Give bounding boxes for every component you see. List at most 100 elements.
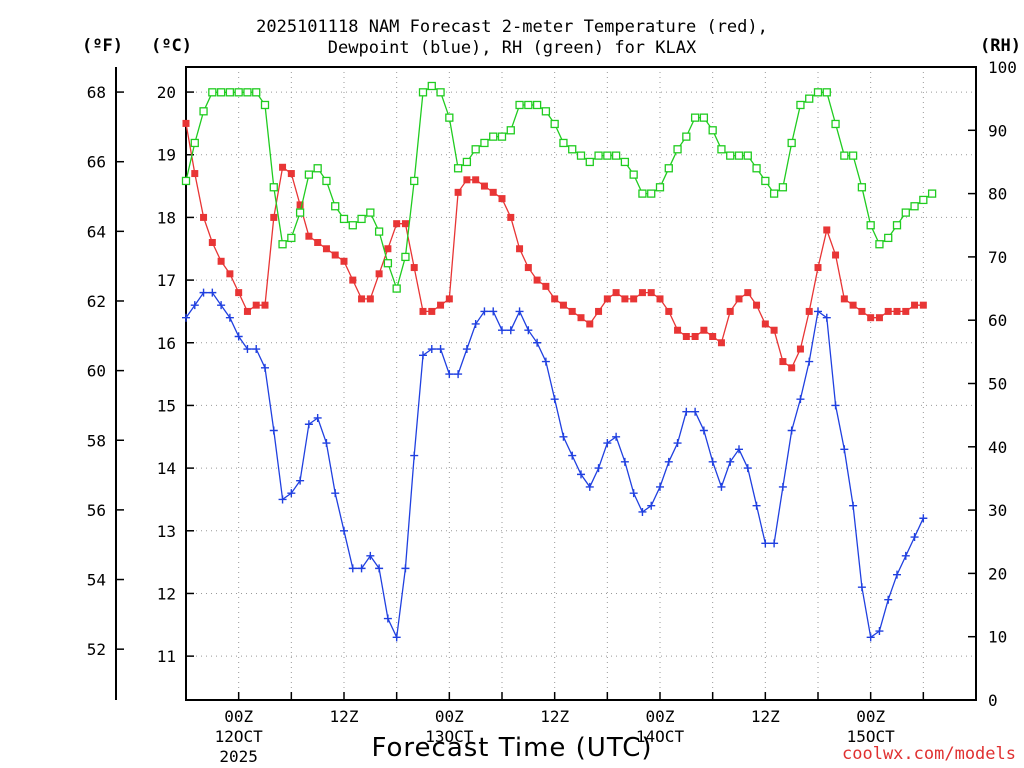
dewpoint-point <box>805 357 814 366</box>
dewpoint-point <box>454 370 463 379</box>
dewpoint-point <box>796 395 805 404</box>
rh-point <box>304 170 314 179</box>
rh-point <box>892 221 902 230</box>
dewpoint-point <box>910 533 919 542</box>
temperature-point <box>296 201 304 209</box>
celsius-tick-label: 16 <box>157 334 176 353</box>
dewpoint-point <box>559 432 568 441</box>
temperature-point <box>647 289 655 297</box>
rh-tick-label: 20 <box>988 564 1007 583</box>
dewpoint-point <box>340 526 348 535</box>
temperature-point <box>770 326 778 334</box>
x-tick-label: 12Z <box>540 707 569 726</box>
rh-point <box>919 195 928 205</box>
dewpoint-point <box>629 489 638 498</box>
dewpoint-point <box>682 407 691 416</box>
temperature-point <box>577 314 585 322</box>
temperature-point <box>559 301 567 309</box>
temperature-point <box>621 295 629 303</box>
temperature-point <box>287 170 295 178</box>
fahrenheit-tick-label: 68 <box>87 83 106 102</box>
dewpoint-point <box>278 495 287 504</box>
temperature-point <box>463 176 471 184</box>
temperature-point <box>480 182 488 190</box>
rh-point <box>910 202 919 211</box>
rh-point <box>366 208 375 217</box>
dewpoint-point <box>743 464 752 473</box>
chart-title-line2: Dewpoint (blue), RH (green) for KLAX <box>327 38 697 58</box>
dewpoint-point <box>656 482 664 491</box>
rh-point <box>647 189 656 198</box>
temperature-point <box>551 295 559 303</box>
temperature-point <box>182 119 190 127</box>
rh-point <box>805 94 814 103</box>
rh-point <box>208 88 217 97</box>
temperature-point <box>612 289 620 297</box>
rh-point <box>848 151 858 160</box>
rh-point <box>866 221 875 230</box>
x-tick-label: 00Z <box>224 707 253 726</box>
rh-point <box>603 151 612 160</box>
rh-point <box>331 202 340 211</box>
temperature-point <box>665 307 673 315</box>
temperature-point <box>384 245 392 253</box>
dewpoint-point <box>357 564 366 573</box>
dewpoint-point <box>269 426 278 435</box>
rh-point <box>515 100 524 110</box>
temperature-point <box>252 301 260 309</box>
dewpoint-point <box>620 457 629 466</box>
rh-point <box>480 138 489 148</box>
dewpoint-point <box>647 501 656 510</box>
rh-point <box>383 259 393 268</box>
dewpoint-point <box>392 633 401 642</box>
temperature-point <box>630 295 638 303</box>
temperature-point <box>498 195 506 203</box>
rh-point <box>453 164 463 173</box>
dewpoint-point <box>577 470 585 479</box>
x-tick-label: 12Z <box>751 707 780 726</box>
temperature-point <box>638 289 646 297</box>
temperature-point <box>533 276 541 284</box>
x-tick-label: 00Z <box>435 707 464 726</box>
temperature-point <box>919 301 927 309</box>
celsius-tick-label: 19 <box>157 146 176 165</box>
temperature-point <box>235 289 243 297</box>
temperature-point <box>358 295 366 303</box>
dewpoint-point <box>225 313 234 322</box>
rh-point <box>313 164 322 173</box>
rh-point <box>927 189 937 198</box>
rh-point <box>620 157 630 167</box>
fahrenheit-tick-label: 60 <box>87 362 106 381</box>
dewpoint-point <box>778 482 787 491</box>
rh-point <box>190 138 199 148</box>
dewpoint-point <box>348 564 357 573</box>
temperature-point <box>226 270 234 278</box>
dewpoint-point <box>524 326 533 335</box>
rh-point <box>752 164 761 173</box>
rh-point <box>778 183 788 192</box>
rh-tick-label: 90 <box>988 121 1007 140</box>
x-tick-date-label: 14OCT <box>636 727 685 746</box>
dewpoint-point <box>515 307 524 316</box>
dewpoint-point <box>296 476 305 485</box>
dewpoint-point <box>699 426 708 435</box>
dewpoint-point <box>857 583 866 592</box>
temperature-point <box>902 307 910 315</box>
dewpoint-point <box>787 426 796 435</box>
dewpoint-point <box>243 345 252 354</box>
dewpoint-point <box>401 564 410 573</box>
rh-point <box>884 233 893 243</box>
dewpoint-point <box>480 307 489 316</box>
rh-point <box>690 113 700 122</box>
dewpoint-point <box>919 514 928 523</box>
rh-point <box>682 132 691 141</box>
x-tick-date-label: 13OCT <box>425 727 474 746</box>
rh-point <box>761 176 770 186</box>
dewpoint-point <box>304 420 313 429</box>
temperature-point <box>516 245 524 253</box>
rh-point <box>585 157 594 167</box>
dewpoint-point <box>770 539 779 548</box>
temperature-point <box>217 257 225 265</box>
dewpoint-point <box>612 432 621 441</box>
